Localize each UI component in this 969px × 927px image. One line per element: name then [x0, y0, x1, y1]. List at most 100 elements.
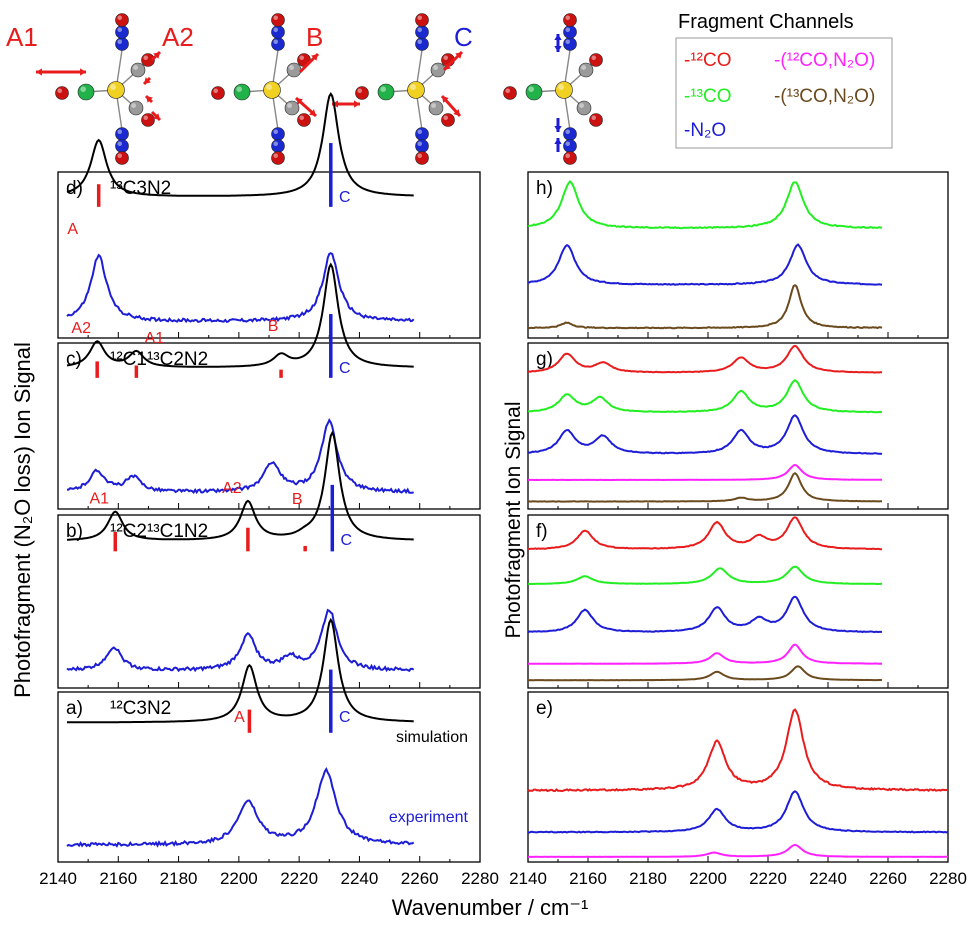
header-modes: A1 A2 B C	[6, 13, 603, 165]
series-label-experiment: experiment	[389, 809, 469, 826]
mode-label: A1	[6, 22, 38, 52]
carbon-atom	[428, 100, 444, 116]
carbon-atom-highlight	[289, 65, 294, 71]
series-line-experiment	[66, 418, 414, 495]
oxygen-atom	[355, 86, 369, 100]
nitrogen-atom-highlight	[117, 27, 122, 32]
series-line-magenta	[527, 463, 883, 482]
panel-letter: a)	[66, 698, 83, 719]
oxygen-atom	[441, 113, 455, 127]
carbon-atom	[576, 100, 592, 116]
oxygen-atom	[503, 86, 517, 100]
series-line-green	[527, 180, 883, 230]
nitrogen-atom	[415, 139, 429, 153]
nitrogen-atom	[563, 25, 577, 39]
displacement-arrow-head	[144, 77, 151, 84]
carbon-atom	[286, 62, 302, 78]
nitrogen-atom-highlight	[417, 129, 422, 135]
oxygen-atom	[415, 13, 429, 27]
stick-label: C	[339, 709, 351, 726]
oxygen-atom-highlight	[143, 115, 149, 120]
series-line-blue	[527, 414, 883, 455]
oxygen-atom-highlight	[57, 88, 62, 93]
series-line-simulation	[67, 617, 414, 724]
panel-f: f)	[527, 514, 949, 689]
oxygen-atom	[211, 86, 225, 100]
series-line-red	[527, 516, 883, 551]
legend-box	[675, 37, 893, 149]
nitrogen-atom	[415, 25, 429, 39]
panel-letter: f)	[536, 521, 548, 542]
panel-frame	[527, 171, 949, 339]
oxygen-atom	[563, 151, 577, 165]
fragment-channels-legend: Fragment Channels -¹²CO -(¹²CO,N₂O) -¹³CO -(…	[675, 11, 893, 149]
nitrogen-atom-highlight	[417, 141, 422, 147]
stick-label: A1	[145, 330, 165, 347]
oxygen-atom	[589, 53, 603, 67]
nitrogen-atom	[563, 37, 577, 51]
displacement-arrow-head	[442, 96, 449, 103]
molecule-mode-a1-icon	[36, 13, 162, 165]
legend-item: -¹³CO	[684, 86, 731, 107]
series-line-blue	[528, 790, 949, 834]
panel-letter: e)	[536, 698, 553, 719]
panel-title: ¹²C1¹³C2N2	[110, 349, 208, 370]
panel-title: ¹²C2¹³C1N2	[110, 521, 208, 542]
panel-c: c) ¹²C1¹³C2N2 A2 A1 B C	[57, 262, 481, 510]
oxygen-atom-highlight	[565, 15, 570, 20]
nitrogen-atom-highlight	[417, 27, 422, 32]
carbon-atom	[430, 62, 446, 78]
stick-label: A	[234, 709, 245, 726]
series-line-green	[527, 378, 883, 414]
series-line-simulation	[66, 262, 414, 368]
x-tick-label: 2240	[341, 869, 379, 888]
oxygen-atom-highlight	[357, 88, 362, 93]
nitrogen-atom-highlight	[565, 129, 570, 135]
carbon-atom	[578, 62, 594, 78]
x-tick-label: 2160	[99, 869, 137, 888]
carbon-atom-highlight	[431, 103, 436, 109]
series-line-magenta	[527, 643, 883, 665]
panel-letter: c)	[66, 349, 82, 370]
molecule-mode-b-icon	[332, 13, 464, 165]
oxygen-atom-highlight	[273, 15, 278, 20]
stick-label: A2	[222, 480, 242, 497]
nitrogen-atom	[115, 139, 129, 153]
oxygen-atom	[271, 13, 285, 27]
series-line-experiment	[66, 766, 415, 848]
nitrogen-atom-highlight	[565, 27, 570, 32]
stick-label: C	[341, 532, 353, 549]
nitrogen-atom	[115, 25, 129, 39]
stick-label: B	[292, 491, 303, 508]
displacement-arrow-head	[332, 100, 338, 108]
series-line-brown	[527, 283, 883, 330]
molecule-mode-a2-icon	[211, 13, 320, 165]
oxygen-atom	[115, 13, 129, 27]
series-line-experiment	[66, 252, 415, 324]
panel-letter: b)	[66, 521, 83, 542]
x-tick-label: 2200	[689, 869, 727, 888]
nitrogen-atom-highlight	[565, 141, 570, 147]
displacement-arrow-head	[554, 34, 562, 40]
nitrogen-atom-highlight	[117, 39, 122, 44]
series-line-brown	[527, 471, 882, 503]
panel-title: ¹³C3N2	[110, 178, 171, 199]
carbon-atom-highlight	[133, 65, 138, 71]
x-tick-label: 2180	[629, 869, 667, 888]
carbon-atom-highlight	[287, 103, 292, 109]
mode-label: C	[454, 22, 473, 52]
series-line-experiment	[66, 608, 415, 673]
oxygen-atom	[115, 151, 129, 165]
series-line-blue	[527, 595, 882, 634]
oxygen-atom-highlight	[591, 55, 596, 60]
x-tick-label: 2260	[401, 869, 439, 888]
panel-title: ¹²C3N2	[110, 698, 171, 719]
metal-atom	[407, 81, 425, 99]
legend-title: Fragment Channels	[678, 11, 854, 33]
mode-label: B	[306, 22, 323, 52]
carbon-atom	[130, 62, 146, 78]
x-tick-label: 2140	[509, 869, 547, 888]
nitrogen-atom	[563, 127, 577, 141]
